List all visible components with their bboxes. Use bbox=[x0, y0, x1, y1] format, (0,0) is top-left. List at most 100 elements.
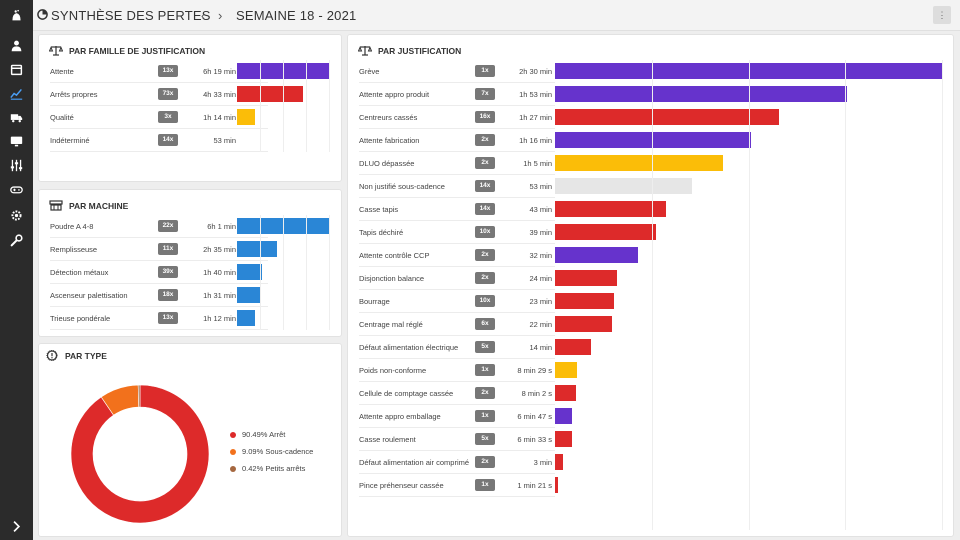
list-item[interactable]: Attente 13x 6h 19 min bbox=[50, 60, 329, 83]
duration-value: 2h 35 min bbox=[203, 245, 236, 254]
list-item[interactable]: Attente appro emballage 1x 6 min 47 s bbox=[359, 405, 573, 428]
list-item[interactable]: Non justifié sous-cadence 14x 53 min bbox=[359, 175, 692, 198]
list-item[interactable]: Attente contrôle CCP 2x 32 min bbox=[359, 244, 638, 267]
gamepad-icon[interactable] bbox=[9, 182, 24, 197]
list-item[interactable]: Casse roulement 5x 6 min 33 s bbox=[359, 428, 572, 451]
monitor-icon[interactable] bbox=[9, 134, 24, 149]
row-label: Poudre A 4-8 bbox=[50, 222, 94, 231]
gridline bbox=[329, 215, 330, 330]
duration-value: 1 min 21 s bbox=[517, 481, 552, 490]
gridline bbox=[283, 60, 284, 152]
legend-item[interactable]: 90.49% Arrêt bbox=[230, 426, 313, 443]
legend-item[interactable]: 0.42% Petits arrêts bbox=[230, 460, 313, 477]
list-item[interactable]: Défaut alimentation électrique 5x 14 min bbox=[359, 336, 592, 359]
expand-sidebar-icon[interactable] bbox=[9, 519, 24, 534]
count-badge: 14x bbox=[475, 180, 495, 192]
chart-line-icon[interactable] bbox=[9, 86, 24, 101]
count-badge: 6x bbox=[475, 318, 495, 330]
list-item[interactable]: Poids non-conforme 1x 8 min 29 s bbox=[359, 359, 577, 382]
list-item[interactable]: Ascenseur palettisation 18x 1h 31 min bbox=[50, 284, 268, 307]
list-item[interactable]: Qualité 3x 1h 14 min bbox=[50, 106, 268, 129]
page-title: SYNTHÈSE DES PERTES bbox=[51, 8, 211, 23]
list-item[interactable]: Centreurs cassés 16x 1h 27 min bbox=[359, 106, 780, 129]
alert-circle-icon bbox=[46, 350, 58, 361]
duration-value: 6 min 47 s bbox=[517, 412, 552, 421]
user-icon[interactable] bbox=[9, 38, 24, 53]
bar bbox=[555, 477, 559, 493]
row-label: Qualité bbox=[50, 113, 74, 122]
list-item[interactable]: Grève 1x 2h 30 min bbox=[359, 60, 942, 83]
legend-dot bbox=[230, 465, 236, 472]
list-item[interactable]: Détection métaux 39x 1h 40 min bbox=[50, 261, 268, 284]
bar bbox=[237, 264, 263, 280]
row-label: Attente appro produit bbox=[359, 90, 430, 99]
sliders-icon[interactable] bbox=[9, 158, 24, 173]
row-label: Grève bbox=[359, 67, 380, 76]
list-item[interactable]: Défaut alimentation air comprimé 2x 3 min bbox=[359, 451, 563, 474]
list-item[interactable]: Tapis déchiré 10x 39 min bbox=[359, 221, 656, 244]
wrench-icon[interactable] bbox=[9, 233, 24, 248]
list-item[interactable]: Poudre A 4-8 22x 6h 1 min bbox=[50, 215, 329, 238]
list-item[interactable]: Pince préhenseur cassée 1x 1 min 21 s bbox=[359, 474, 559, 497]
list-item[interactable]: Indéterminé 14x 53 min bbox=[50, 129, 268, 152]
legend-item[interactable]: 9.09% Sous-cadence bbox=[230, 443, 313, 460]
duration-value: 32 min bbox=[529, 251, 552, 260]
duration-value: 53 min bbox=[529, 182, 552, 191]
previous-week-button[interactable]: ‹ bbox=[201, 8, 206, 23]
justification-title-text: PAR JUSTIFICATION bbox=[378, 45, 462, 56]
duration-value: 1h 16 min bbox=[519, 136, 552, 145]
list-item[interactable]: Arrêts propres 73x 4h 33 min bbox=[50, 83, 304, 106]
bar bbox=[555, 86, 847, 102]
list-item[interactable]: Bourrage 10x 23 min bbox=[359, 290, 615, 313]
row-label: Ascenseur palettisation bbox=[50, 291, 128, 300]
count-badge: 18x bbox=[158, 289, 178, 301]
donut-slice[interactable] bbox=[70, 384, 210, 524]
count-badge: 2x bbox=[475, 456, 495, 468]
row-label: Détection métaux bbox=[50, 268, 109, 277]
list-item[interactable]: Trieuse pondérale 13x 1h 12 min bbox=[50, 307, 268, 330]
count-badge: 2x bbox=[475, 387, 495, 399]
bar bbox=[555, 247, 638, 263]
gear-icon[interactable] bbox=[9, 208, 24, 223]
bar bbox=[555, 109, 780, 125]
donut-slice[interactable] bbox=[137, 384, 141, 408]
family-title-text: PAR FAMILLE DE JUSTIFICATION bbox=[69, 45, 206, 56]
row-label: Casse tapis bbox=[359, 205, 399, 214]
logo-icon[interactable] bbox=[9, 8, 24, 23]
legend-label: 9.09% Sous-cadence bbox=[242, 447, 314, 456]
list-item[interactable]: Centrage mal réglé 6x 22 min bbox=[359, 313, 612, 336]
list-item[interactable]: DLUO dépassée 2x 1h 5 min bbox=[359, 152, 723, 175]
duration-value: 1h 5 min bbox=[523, 159, 552, 168]
count-badge: 3x bbox=[158, 111, 178, 123]
gridline bbox=[260, 215, 261, 330]
bar bbox=[555, 362, 577, 378]
row-label: Attente fabrication bbox=[359, 136, 420, 145]
next-week-button[interactable]: › bbox=[218, 8, 223, 23]
legend-label: 0.42% Petits arrêts bbox=[242, 464, 306, 473]
bar bbox=[555, 293, 615, 309]
legend-label: 90.49% Arrêt bbox=[242, 430, 286, 439]
duration-value: 43 min bbox=[529, 205, 552, 214]
list-item[interactable]: Cellule de comptage cassée 2x 8 min 2 s bbox=[359, 382, 576, 405]
list-item[interactable]: Attente fabrication 2x 1h 16 min bbox=[359, 129, 752, 152]
duration-value: 6 min 33 s bbox=[517, 435, 552, 444]
duration-value: 4h 33 min bbox=[203, 90, 236, 99]
duration-value: 2h 30 min bbox=[519, 67, 552, 76]
duration-value: 1h 27 min bbox=[519, 113, 552, 122]
row-label: Défaut alimentation air comprimé bbox=[359, 458, 470, 467]
gridline bbox=[260, 60, 261, 152]
type-panel-title: PAR TYPE bbox=[45, 350, 107, 361]
duration-value: 14 min bbox=[529, 343, 552, 352]
list-item[interactable]: Attente appro produit 7x 1h 53 min bbox=[359, 83, 847, 106]
calendar-icon[interactable] bbox=[9, 62, 24, 77]
count-badge: 13x bbox=[158, 312, 178, 324]
gridline bbox=[942, 60, 943, 530]
gridline bbox=[306, 215, 307, 330]
row-label: Défaut alimentation électrique bbox=[359, 343, 459, 352]
list-item[interactable]: Casse tapis 14x 43 min bbox=[359, 198, 666, 221]
gridline bbox=[329, 60, 330, 152]
truck-icon[interactable] bbox=[9, 110, 24, 125]
more-menu-button[interactable]: ⋮ bbox=[933, 6, 951, 24]
list-item[interactable]: Disjonction balance 2x 24 min bbox=[359, 267, 617, 290]
list-item[interactable]: Remplisseuse 11x 2h 35 min bbox=[50, 238, 277, 261]
